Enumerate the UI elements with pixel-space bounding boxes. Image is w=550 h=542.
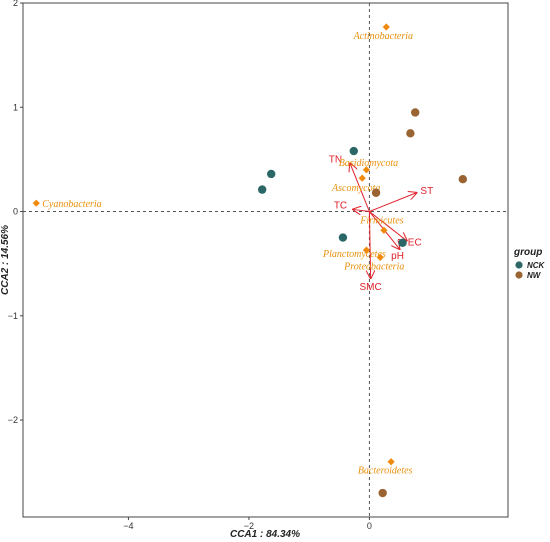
env-vector-smc <box>369 211 370 279</box>
reference-lines <box>23 3 508 517</box>
sample-point-nw <box>378 488 387 498</box>
y-tick-label: 0 <box>13 207 18 217</box>
sample-point-nck <box>338 233 348 242</box>
env-label-tn: TN <box>329 155 342 166</box>
taxon-label-proteobacteria: Proteobacteria <box>343 261 404 272</box>
x-axis-ticks: −4 −2 0 <box>123 517 372 531</box>
taxa-points: Actinobacteria Basidiomycota Ascomycota Cya… <box>32 23 413 477</box>
y-tick-label: −1 <box>8 311 18 321</box>
sample-point-nw <box>411 108 420 117</box>
sample-point-nck <box>267 169 276 179</box>
env-vector-st <box>369 193 416 212</box>
plot-panel <box>22 2 509 518</box>
taxon-point-planctomycetes <box>362 246 371 254</box>
taxon-point-ascomycota <box>358 174 366 182</box>
taxon-point-firmicutes <box>380 226 388 234</box>
sample-point-nw <box>406 129 415 138</box>
y-tick-label: 1 <box>13 102 18 112</box>
taxon-point-actinobacteria <box>382 23 390 31</box>
legend-key-nw <box>515 271 523 279</box>
taxon-point-basidiomycota <box>362 166 371 174</box>
env-vector-ec <box>369 211 406 241</box>
taxon-label-actinobacteria: Actinobacteria <box>353 31 413 42</box>
taxon-label-bacteroidetes: Bacteroidetes <box>358 466 413 477</box>
legend-title: group <box>513 247 542 258</box>
env-label-ec: EC <box>408 238 422 249</box>
y-axis-title: CCA2 : 14.56% <box>0 225 11 295</box>
sample-point-nw <box>458 174 468 184</box>
sample-points <box>257 108 468 498</box>
env-vector-tc <box>353 209 370 211</box>
legend-label-nw: NW <box>527 271 542 280</box>
env-label-st: ST <box>420 186 433 197</box>
y-tick-label: −2 <box>8 415 18 425</box>
taxon-point-proteobacteria <box>376 253 384 261</box>
taxon-label-firmicutes: Firmicutes <box>359 215 403 226</box>
env-label-ph: pH <box>391 251 404 262</box>
taxon-point-bacteroidetes <box>387 458 395 466</box>
x-tick-label: 0 <box>367 521 372 531</box>
y-axis-ticks: −2 −1 0 1 2 <box>8 0 23 425</box>
y-tick-label: 2 <box>13 0 18 8</box>
taxon-point-cyanobacteria <box>32 199 40 207</box>
x-tick-label: −4 <box>123 521 133 531</box>
taxon-label-basidiomycota: Basidiomycota <box>339 158 398 169</box>
x-tick-label: −2 <box>244 521 254 531</box>
sample-point-nck <box>257 185 267 194</box>
sample-point-nck <box>349 146 358 156</box>
env-label-tc: TC <box>334 200 347 211</box>
sample-point-nck <box>398 238 407 247</box>
legend-label-nck: NCK <box>527 261 546 270</box>
x-axis-title: CCA1 : 84.34% <box>230 529 300 540</box>
taxon-label-planctomycetes: Planctomycetes <box>322 249 386 260</box>
legend-key-nck <box>515 261 523 269</box>
env-vector-tn <box>350 164 370 212</box>
sample-point-nw <box>371 188 381 197</box>
env-label-smc: SMC <box>360 282 382 293</box>
taxon-label-cyanobacteria: Cyanobacteria <box>42 199 101 210</box>
taxon-label-ascomycota: Ascomycota <box>331 183 380 194</box>
